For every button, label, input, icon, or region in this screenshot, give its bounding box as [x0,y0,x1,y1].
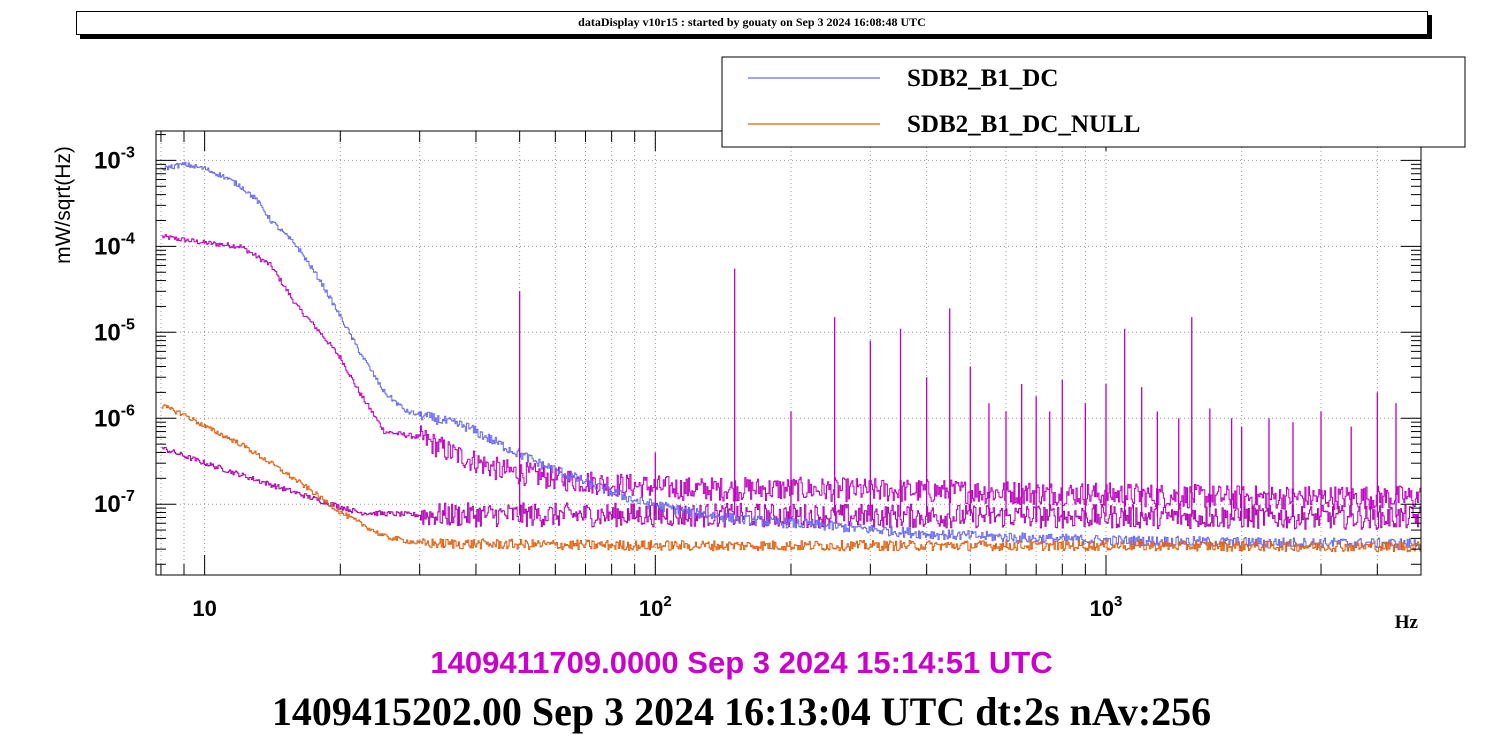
y-tick-label: 10-7 [94,488,135,518]
y-axis-label: mW/sqrt(Hz) [52,146,75,264]
grid [156,131,1422,575]
legend-label: SDB2_B1_DC [907,65,1058,92]
y-tick-labels: 10-7 10-6 10-5 10-4 10-3 [94,144,135,518]
legend: SDB2_B1_DC SDB2_B1_DC_NULL [721,56,1466,148]
title-text: dataDisplay v10r15 : started by gouaty o… [578,15,926,29]
series-line [161,234,1422,510]
y-tick-label: 10-3 [94,144,135,174]
spectrum-plot: 10 102 103 10-7 10-6 10-5 10-4 10-3 Hz mW/sqrt… [52,56,1466,633]
reference-timestamp: 1409411709.0000 Sep 3 2024 15:14:51 UTC [430,645,1053,680]
x-tick-label: 102 [639,593,672,621]
x-axis-label: Hz [1395,612,1419,633]
x-tick-label: 103 [1090,593,1123,621]
title-bar: dataDisplay v10r15 : started by gouaty o… [76,11,1428,35]
peaks-group [518,268,1397,518]
x-tick-labels: 10 102 103 [192,593,1122,621]
series-line [161,447,1422,530]
current-timestamp: 1409415202.00 Sep 3 2024 16:13:04 UTC dt… [271,689,1212,734]
series-line [161,404,1422,553]
x-tick-label: 10 [192,596,216,621]
legend-box [721,56,1466,148]
y-tick-label: 10-6 [94,402,135,432]
y-tick-label: 10-5 [94,316,135,346]
y-tick-label: 10-4 [94,230,135,260]
series-group [161,161,1422,553]
legend-label: SDB2_B1_DC_NULL [907,111,1140,138]
